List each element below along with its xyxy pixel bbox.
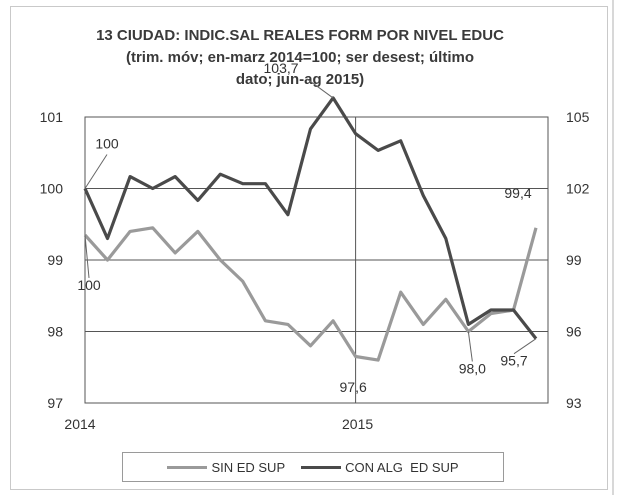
- y-right-tick-label: 96: [566, 324, 582, 340]
- data-label: 95,7: [500, 353, 527, 369]
- y-left-tick-label: 97: [47, 395, 63, 411]
- annotation-leader: [467, 331, 473, 362]
- annotation-leader: [513, 338, 537, 355]
- data-label: 98,0: [459, 361, 486, 377]
- annotation-leader: [306, 78, 334, 99]
- y-right-tick-label: 99: [566, 252, 582, 268]
- x-tick-label: 2014: [64, 416, 95, 432]
- legend-swatch-sin-ed-sup: [167, 465, 208, 469]
- y-right-tick-label: 102: [566, 181, 590, 197]
- data-label: 103,7: [264, 60, 299, 76]
- data-label: 100: [77, 277, 101, 293]
- y-left-tick-label: 98: [47, 324, 63, 340]
- y-left-tick-label: 100: [40, 181, 64, 197]
- chart-legend: SIN ED SUP CON ALG ED SUP: [122, 452, 504, 482]
- legend-label-sin-ed-sup: SIN ED SUP: [211, 459, 286, 475]
- y-right-tick-label: 105: [566, 109, 590, 125]
- data-label: 97,6: [340, 379, 367, 395]
- series-line-con-alg-ed-sup: [83, 96, 538, 340]
- chart-title-line-2: (trim. móv; en-marz 2014=100; ser desest…: [125, 49, 475, 66]
- legend-item-sin-ed-sup: SIN ED SUP: [167, 460, 285, 475]
- chart-title-line-3: dato; jun-ag 2015): [235, 71, 365, 88]
- chart-title-line-1: 13 CIUDAD: INDIC.SAL REALES FORM POR NIV…: [96, 27, 504, 44]
- y-left-tick-label: 99: [47, 252, 63, 268]
- chart-frame: [10, 6, 608, 490]
- series-line-sin-ed-sup: [83, 226, 538, 362]
- y-left-tick-label: 101: [40, 109, 64, 125]
- data-label: 100: [95, 136, 119, 152]
- data-label: 99,4: [504, 185, 531, 201]
- x-tick-label: 2015: [342, 416, 373, 432]
- annotation-leader: [84, 234, 90, 279]
- window-edge: [612, 0, 614, 495]
- legend-swatch-con-alg-ed-sup: [301, 465, 342, 469]
- annotation-leader: [84, 154, 108, 189]
- legend-item-con-alg-ed-sup: CON ALG ED SUP: [301, 459, 459, 475]
- legend-label-con-alg-ed-sup: CON ALG ED SUP: [345, 459, 459, 475]
- y-right-tick-label: 93: [566, 395, 582, 411]
